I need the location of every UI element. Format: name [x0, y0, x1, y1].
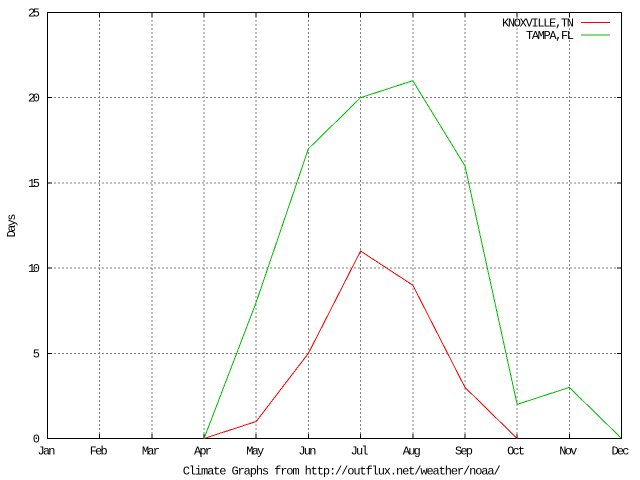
svg-text:Apr: Apr: [194, 445, 212, 459]
svg-text:Mar: Mar: [142, 445, 160, 459]
svg-text:Climate Graphs from http://out: Climate Graphs from http://outflux.net/w…: [183, 464, 501, 478]
svg-text:Aug: Aug: [403, 445, 421, 459]
svg-text:0: 0: [33, 433, 40, 447]
svg-text:Jul: Jul: [351, 445, 369, 459]
svg-text:Jan: Jan: [38, 445, 56, 459]
svg-text:Sep: Sep: [455, 445, 473, 459]
svg-text:25: 25: [28, 7, 40, 21]
svg-text:Jun: Jun: [298, 445, 316, 459]
svg-text:20: 20: [28, 92, 40, 106]
svg-text:May: May: [246, 445, 264, 459]
svg-text:10: 10: [28, 262, 40, 276]
svg-text:Feb: Feb: [90, 445, 108, 459]
svg-text:Oct: Oct: [507, 445, 525, 459]
svg-text:TAMPA,FL: TAMPA,FL: [526, 29, 574, 43]
svg-text:Dec: Dec: [612, 445, 630, 459]
svg-text:5: 5: [33, 347, 40, 361]
svg-text:15: 15: [28, 177, 40, 191]
svg-text:KNOXVILLE,TN: KNOXVILLE,TN: [502, 17, 574, 31]
svg-text:Nov: Nov: [559, 445, 577, 459]
svg-text:Days: Days: [5, 214, 19, 238]
